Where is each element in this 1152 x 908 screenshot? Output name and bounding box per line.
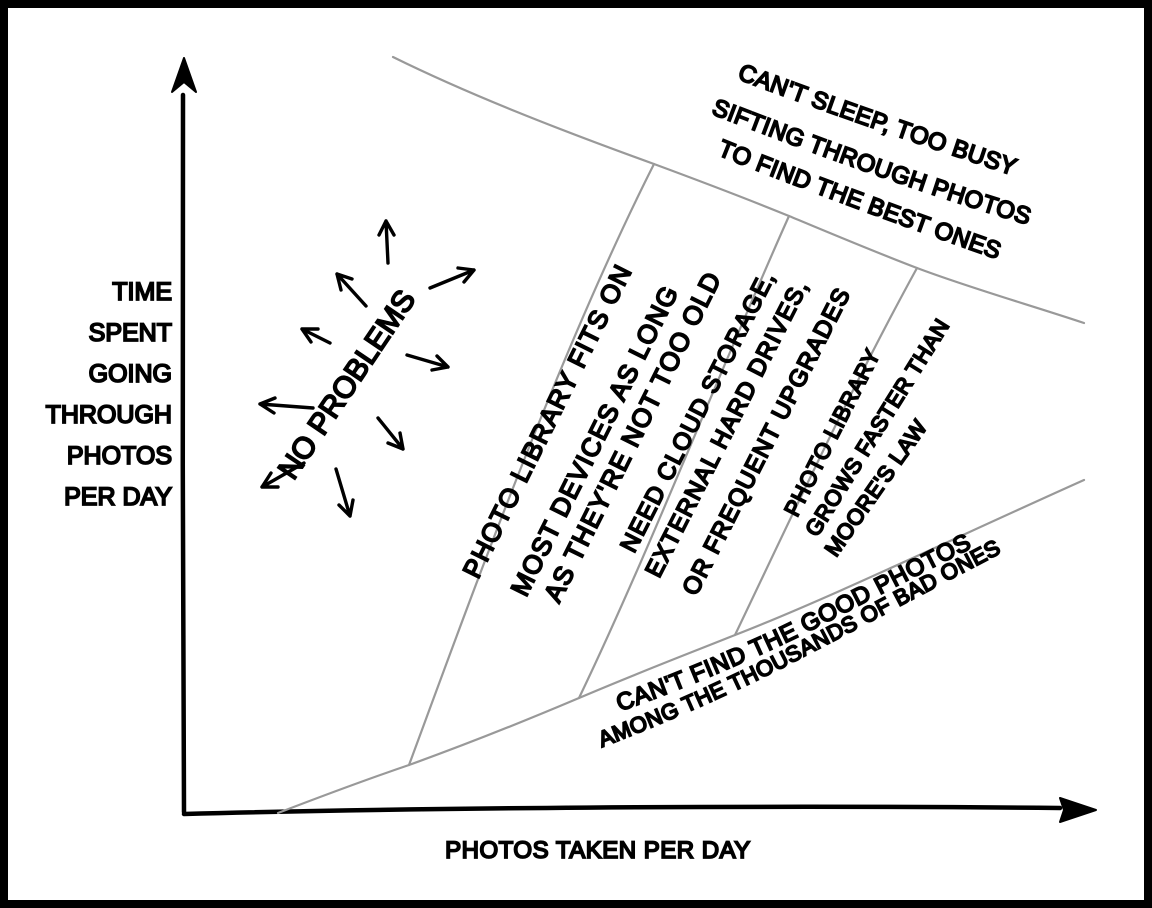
svg-text:TIME: TIME	[112, 278, 172, 306]
svg-text:THROUGH: THROUGH	[46, 401, 172, 429]
svg-text:PHOTOS: PHOTOS	[67, 442, 172, 470]
svg-text:GOING: GOING	[89, 360, 172, 388]
svg-text:NO PROBLEMS: NO PROBLEMS	[272, 284, 422, 485]
svg-text:SPENT: SPENT	[89, 319, 172, 347]
svg-text:PHOTOS TAKEN PER DAY: PHOTOS TAKEN PER DAY	[445, 837, 751, 864]
svg-text:PER DAY: PER DAY	[64, 483, 172, 511]
